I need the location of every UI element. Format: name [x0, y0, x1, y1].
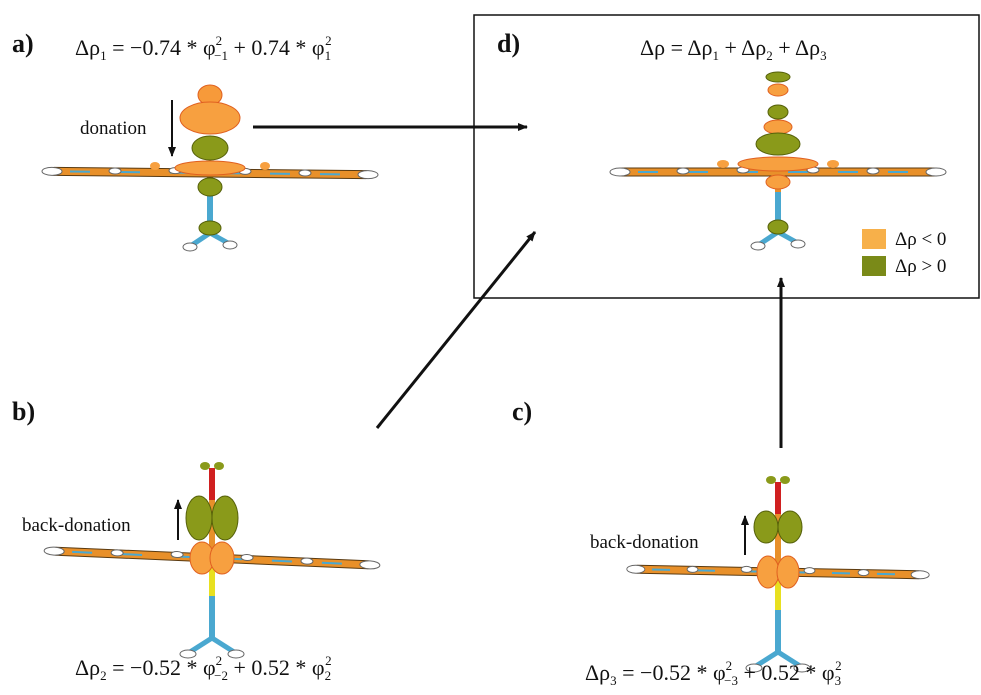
eq-part: Δρ: [75, 655, 100, 680]
molecule: [627, 476, 929, 672]
eq-sub: 2: [325, 668, 332, 683]
eq-sub: −3: [724, 673, 738, 688]
eq-sup: 2: [325, 33, 332, 48]
panel-label: d): [497, 29, 520, 58]
panel-label: c): [512, 397, 532, 426]
panel-label: a): [12, 29, 34, 58]
arrow-label: back-donation: [22, 515, 131, 536]
eq-part: + 0.52 * φ: [738, 660, 835, 685]
legend-label: Δρ < 0: [895, 229, 946, 250]
legend-swatch: [862, 256, 886, 276]
eq-sup: 2: [325, 653, 332, 668]
equation: Δρ = Δρ1 + Δρ2 + Δρ3: [640, 35, 827, 63]
equation: Δρ3 = −0.52 * φ2−3 + 0.52 * φ32: [585, 658, 842, 688]
eq-sub: 3: [835, 673, 842, 688]
figure: Δρ < 0 Δρ > 0 a) b) c) d) donation back-…: [0, 0, 981, 695]
eq-sub: −2: [214, 668, 228, 683]
eq-sup: 2: [216, 33, 223, 48]
equation: Δρ1 = −0.74 * φ2−1 + 0.74 * φ12: [75, 33, 332, 63]
equation: Δρ2 = −0.52 * φ2−2 + 0.52 * φ22: [75, 653, 332, 683]
legend-swatch: [862, 229, 886, 249]
eq-part: Δρ: [75, 35, 100, 60]
arrow-label: back-donation: [590, 532, 699, 553]
molecule: [44, 462, 380, 658]
eq-sup: 2: [216, 653, 223, 668]
eq-sub: −1: [214, 48, 228, 63]
eq-part: = −0.52 * φ: [617, 660, 726, 685]
eq-part: Δρ: [585, 660, 610, 685]
eq-sup: 2: [726, 658, 733, 673]
legend-label: Δρ > 0: [895, 256, 946, 277]
eq-part: = −0.74 * φ: [107, 35, 216, 60]
eq-part: Δρ = Δρ: [640, 35, 712, 60]
arrow-label: donation: [80, 118, 147, 139]
molecule: [610, 72, 946, 250]
eq-part: + Δρ: [773, 35, 820, 60]
eq-sub: 3: [820, 48, 827, 63]
molecule: [42, 85, 378, 251]
eq-part: + 0.74 * φ: [228, 35, 325, 60]
eq-part: = −0.52 * φ: [107, 655, 216, 680]
panel-label: b): [12, 397, 35, 426]
eq-part: + Δρ: [719, 35, 766, 60]
eq-sup: 2: [835, 658, 842, 673]
eq-sub: 1: [325, 48, 332, 63]
eq-part: + 0.52 * φ: [228, 655, 325, 680]
